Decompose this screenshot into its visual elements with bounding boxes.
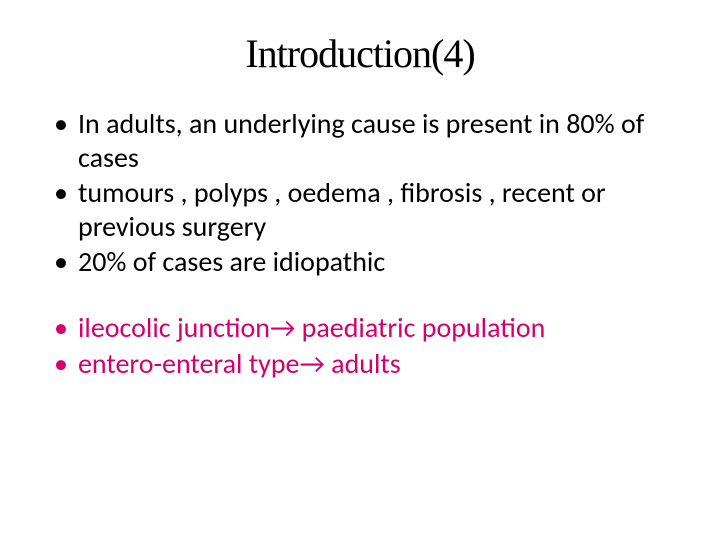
bullet-item: In adults, an underlying cause is presen…: [50, 107, 680, 174]
bullet-item: ileocolic junction→ paediatric populatio…: [50, 311, 680, 345]
bullet-list: In adults, an underlying cause is presen…: [40, 107, 680, 380]
bullet-item: 20% of cases are idiopathic: [50, 245, 680, 279]
bullet-item: entero-enteral type→ adults: [50, 347, 680, 381]
slide-title: Introduction(4): [40, 30, 680, 77]
bullet-item: tumours , polyps , oedema , fibrosis , r…: [50, 176, 680, 243]
